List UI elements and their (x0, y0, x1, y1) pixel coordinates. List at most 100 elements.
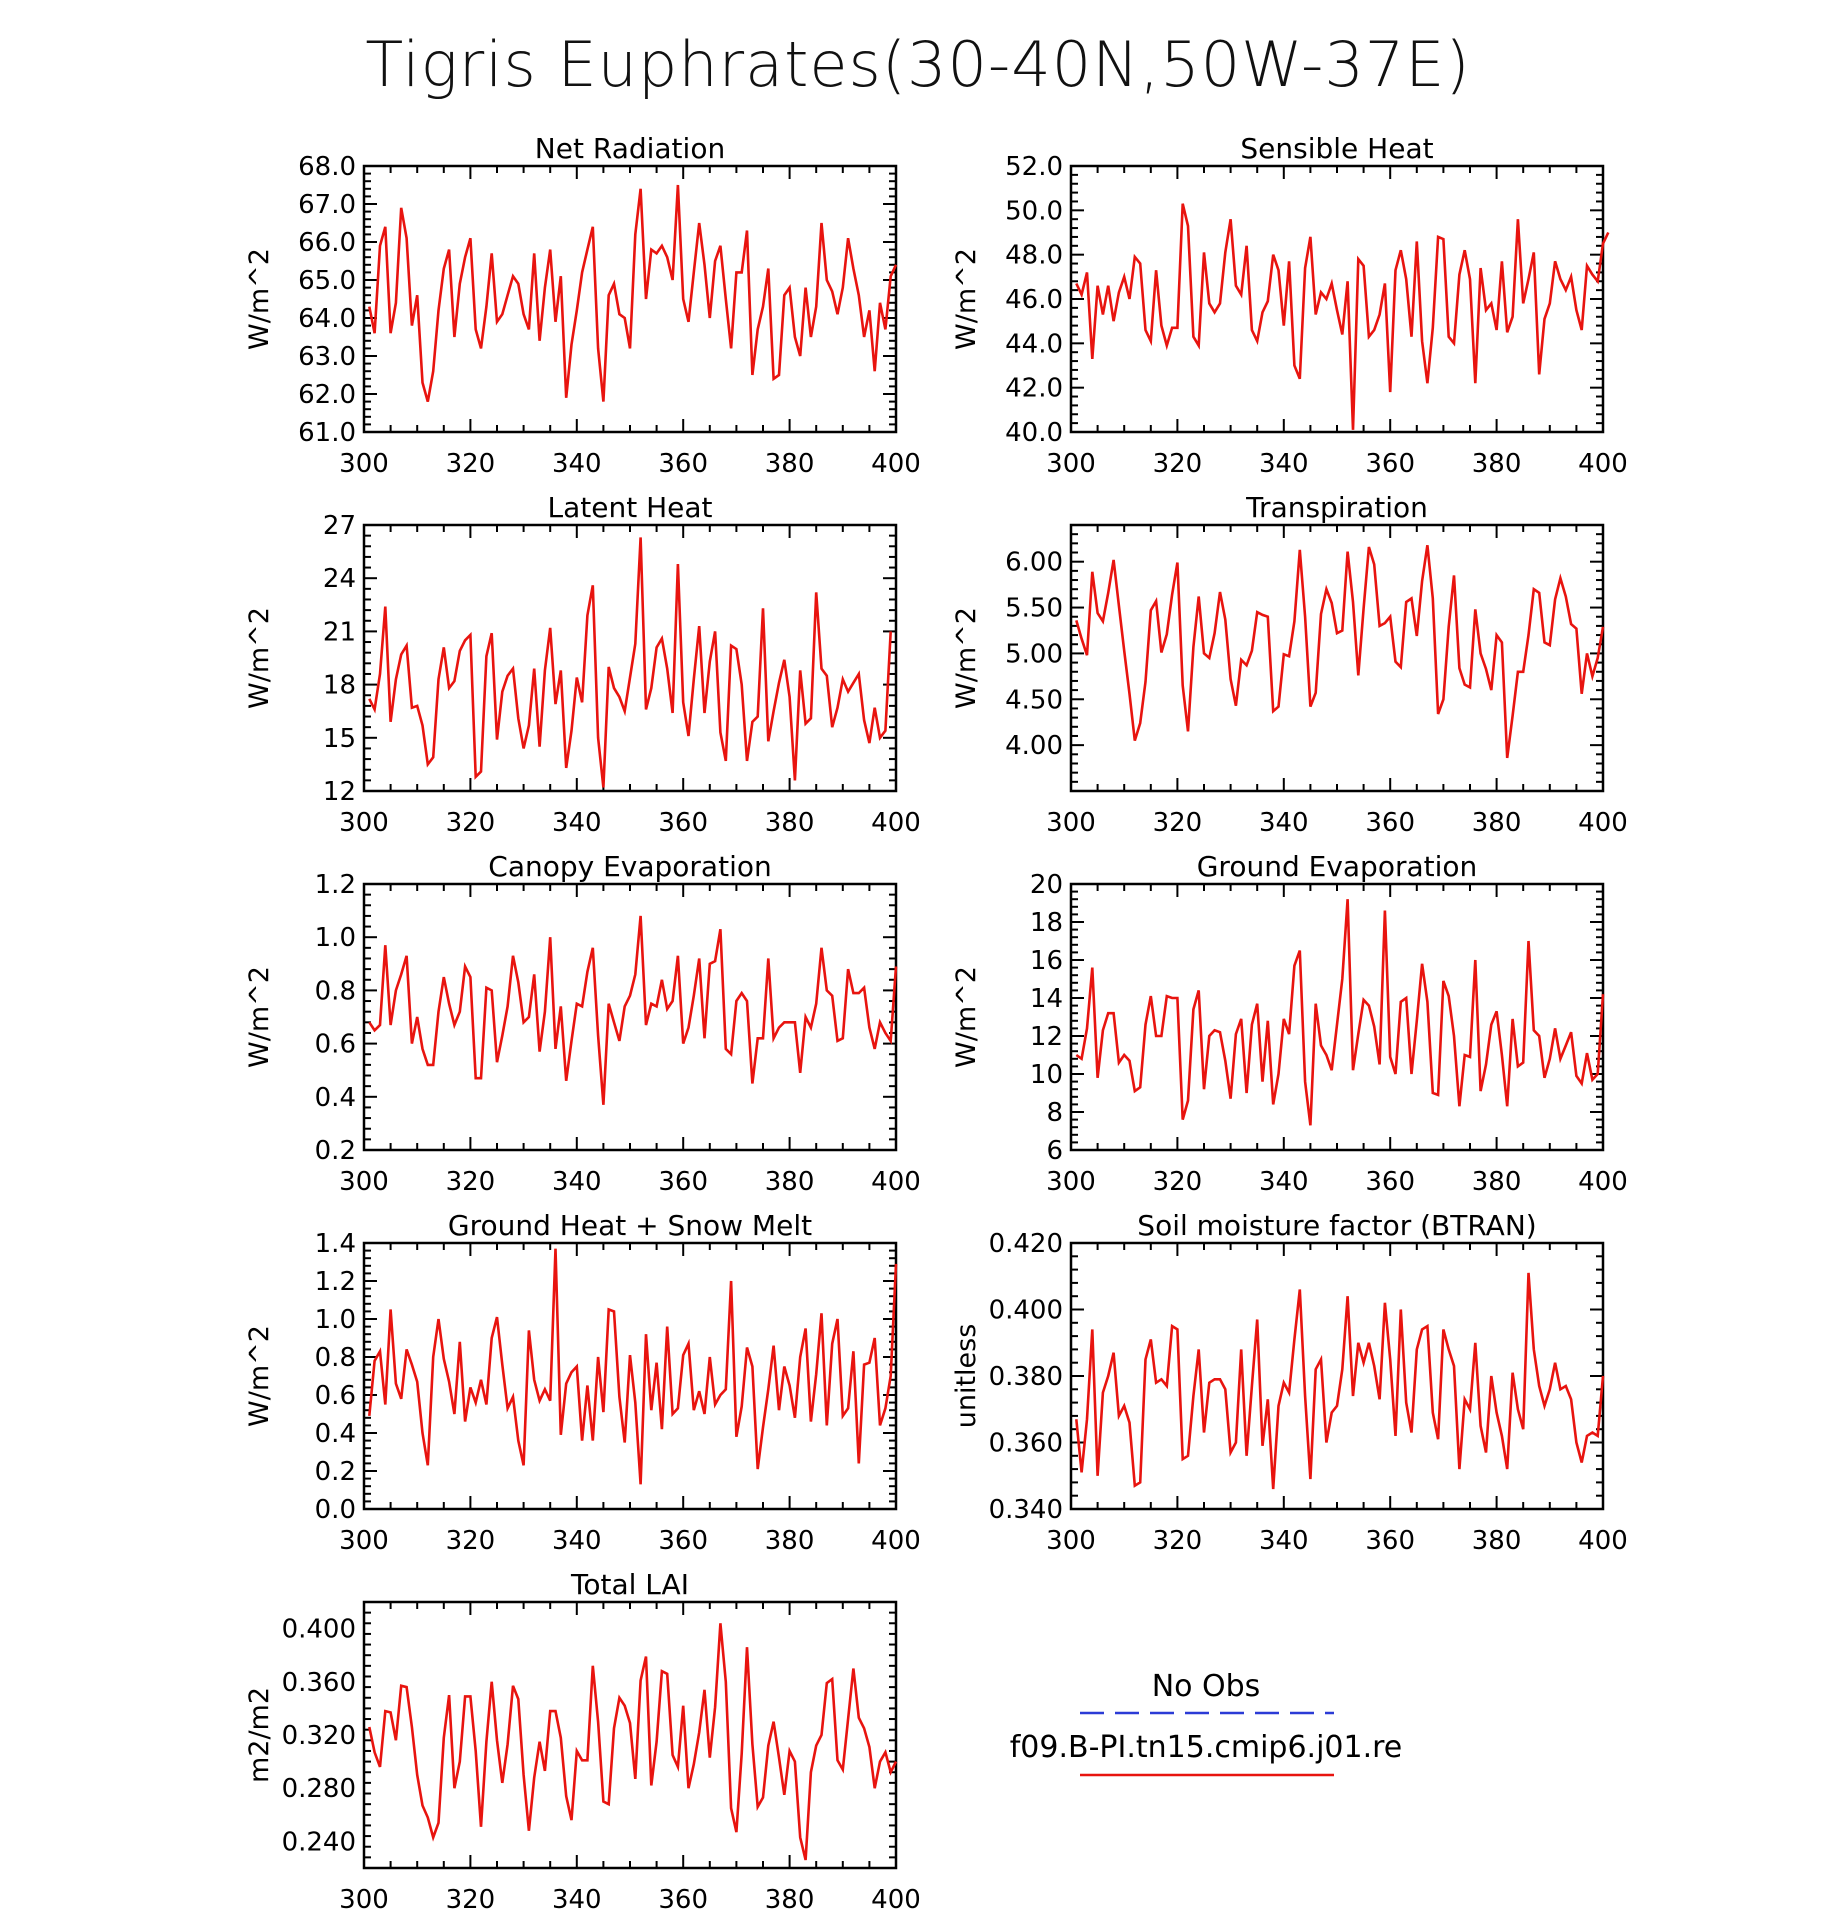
y-tick-label: 67.0 (298, 190, 356, 220)
y-tick-label: 12 (1030, 1022, 1063, 1052)
x-tick-label: 400 (1578, 808, 1628, 838)
panel-title: Canopy Evaporation (488, 850, 771, 883)
y-tick-label: 66.0 (298, 228, 356, 258)
y-tick-label: 5.00 (1005, 639, 1063, 669)
series-line (1075, 1272, 1605, 1490)
y-tick-label: 44.0 (1005, 329, 1063, 359)
y-axis-label: W/m^2 (244, 248, 275, 350)
y-tick-label: 0.4 (315, 1419, 356, 1449)
panel-title: Sensible Heat (1240, 132, 1433, 165)
x-tick-label: 360 (658, 1526, 708, 1556)
y-tick-label: 1.4 (315, 1229, 356, 1259)
x-tick-label: 300 (339, 1885, 389, 1915)
x-tick-label: 400 (1578, 449, 1628, 479)
series-line (1075, 899, 1605, 1126)
x-tick-label: 380 (1472, 808, 1522, 838)
series-line (1075, 545, 1605, 759)
y-axis-label: m2/m2 (244, 1687, 275, 1783)
y-tick-label: 0.280 (282, 1774, 356, 1804)
x-tick-label: 340 (1259, 1167, 1309, 1197)
panel-title: Latent Heat (547, 491, 712, 524)
y-tick-label: 8 (1046, 1098, 1063, 1128)
y-tick-label: 6.00 (1005, 548, 1063, 578)
x-tick-label: 300 (339, 1167, 389, 1197)
y-tick-label: 62.0 (298, 380, 356, 410)
series-line (368, 537, 892, 788)
y-tick-label: 16 (1030, 946, 1063, 976)
y-tick-label: 0.360 (282, 1668, 356, 1698)
y-tick-label: 20 (1030, 870, 1063, 900)
x-tick-label: 400 (871, 808, 921, 838)
y-tick-label: 6 (1046, 1136, 1063, 1166)
y-tick-label: 0.400 (989, 1296, 1063, 1326)
x-tick-label: 360 (658, 449, 708, 479)
x-tick-label: 400 (871, 1885, 921, 1915)
panel-transpiration: Transpiration W/m^2 300 320 340 360 380 400 4.00… (951, 491, 1628, 838)
y-tick-label: 4.00 (1005, 731, 1063, 761)
panel-title: Transpiration (1245, 491, 1428, 524)
y-tick-label: 61.0 (298, 418, 356, 448)
y-tick-label: 42.0 (1005, 374, 1063, 404)
y-axis-label: W/m^2 (951, 966, 982, 1068)
legend-label-obs: No Obs (1152, 1669, 1261, 1704)
panel-title: Soil moisture factor (BTRAN) (1137, 1209, 1536, 1242)
x-tick-label: 380 (765, 1526, 815, 1556)
y-tick-label: 68.0 (298, 152, 356, 182)
y-tick-label: 0.2 (315, 1457, 356, 1487)
y-tick-label: 0.240 (282, 1827, 356, 1857)
y-tick-label: 12 (323, 777, 356, 807)
y-tick-label: 65.0 (298, 266, 356, 296)
panel-canopy-evaporation: Canopy Evaporation W/m^2 300 320 340 360 380 40… (244, 850, 921, 1197)
x-tick-label: 360 (1365, 1526, 1415, 1556)
y-tick-label: 24 (323, 564, 356, 594)
panel-title: Ground Evaporation (1197, 850, 1478, 883)
x-tick-label: 320 (1153, 449, 1203, 479)
x-tick-label: 300 (1046, 1526, 1096, 1556)
x-tick-label: 320 (1153, 1526, 1203, 1556)
plot-frame (1069, 1241, 1605, 1511)
x-tick-label: 360 (658, 808, 708, 838)
x-tick-label: 320 (1153, 808, 1203, 838)
y-tick-label: 27 (323, 511, 356, 541)
x-tick-label: 320 (446, 1885, 496, 1915)
x-tick-label: 360 (658, 1885, 708, 1915)
y-tick-label: 14 (1030, 984, 1063, 1014)
y-tick-label: 0.340 (989, 1495, 1063, 1525)
x-tick-label: 300 (339, 1526, 389, 1556)
series-line (368, 1623, 898, 1861)
panel-ground-heat-snow-melt: Ground Heat + Snow Melt W/m^2 300 320 340 360… (244, 1209, 921, 1556)
y-tick-label: 18 (323, 671, 356, 701)
figure-title: Tigris Euphrates(30-40N,50W-37E) (365, 28, 1471, 101)
series-line (1075, 203, 1610, 430)
x-tick-label: 340 (552, 449, 602, 479)
panel-ground-evaporation: Ground Evaporation W/m^2 300 320 340 360 380 40… (951, 850, 1628, 1197)
x-tick-label: 340 (1259, 808, 1309, 838)
y-axis-label: W/m^2 (244, 966, 275, 1068)
y-tick-label: 0.6 (315, 1030, 356, 1060)
y-tick-label: 0.6 (315, 1381, 356, 1411)
y-tick-label: 52.0 (1005, 152, 1063, 182)
y-tick-label: 0.360 (989, 1429, 1063, 1459)
x-tick-label: 400 (1578, 1526, 1628, 1556)
x-tick-label: 380 (1472, 1526, 1522, 1556)
y-tick-label: 15 (323, 724, 356, 754)
y-tick-label: 1.2 (315, 1267, 356, 1297)
x-tick-label: 380 (1472, 1167, 1522, 1197)
panel-title: Net Radiation (535, 132, 725, 165)
x-tick-label: 320 (446, 1167, 496, 1197)
x-tick-label: 380 (765, 449, 815, 479)
y-axis-label: W/m^2 (244, 1325, 275, 1427)
y-tick-label: 50.0 (1005, 196, 1063, 226)
panel-title: Ground Heat + Snow Melt (448, 1209, 812, 1242)
y-tick-label: 0.320 (282, 1721, 356, 1751)
y-tick-label: 0.8 (315, 976, 356, 1006)
y-axis-label: W/m^2 (951, 248, 982, 350)
x-tick-label: 340 (552, 1526, 602, 1556)
y-axis-label: unitless (951, 1324, 982, 1429)
x-tick-label: 360 (658, 1167, 708, 1197)
x-tick-label: 340 (552, 1885, 602, 1915)
series-line (368, 915, 898, 1105)
y-tick-label: 0.0 (315, 1495, 356, 1525)
y-tick-label: 0.380 (989, 1362, 1063, 1392)
